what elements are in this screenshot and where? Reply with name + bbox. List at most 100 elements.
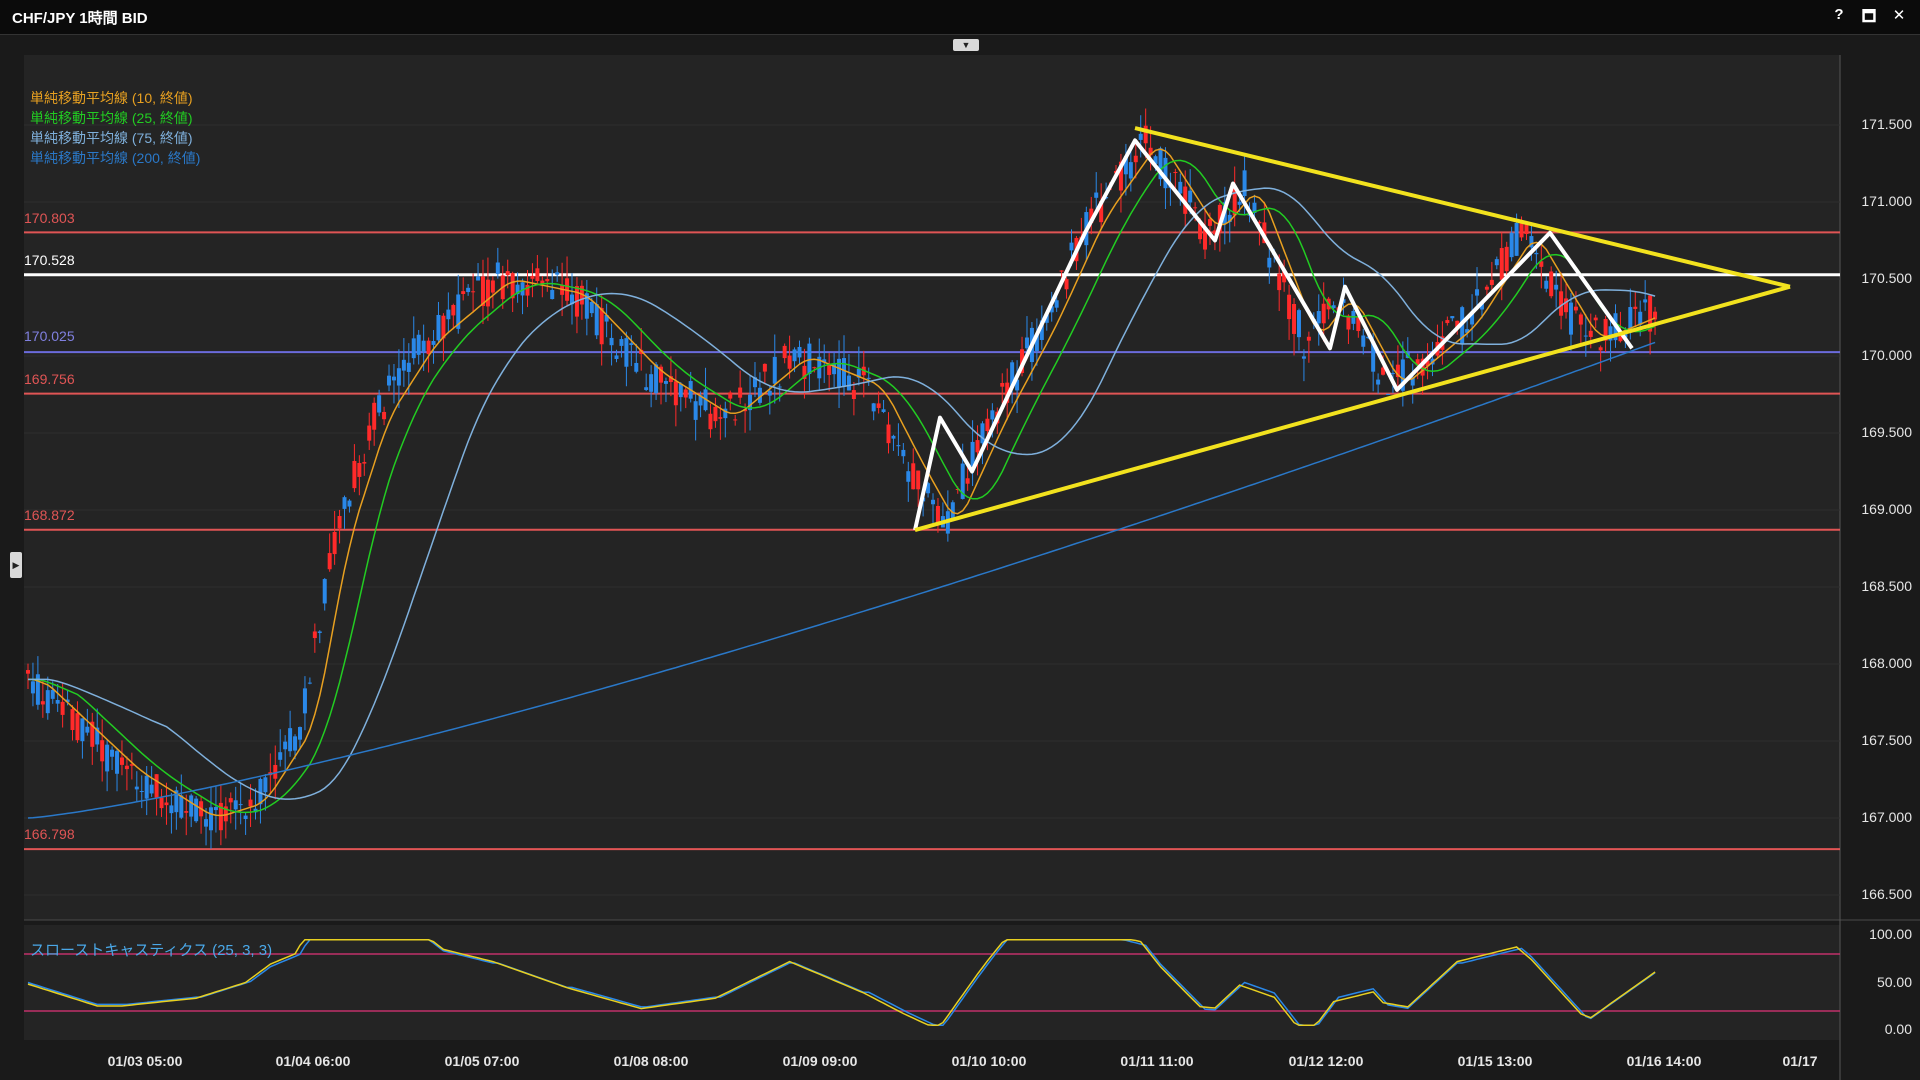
candle-body [975, 440, 980, 453]
candle-body [253, 808, 258, 813]
candle-body [30, 681, 35, 694]
candle-body [1361, 335, 1366, 347]
candle-body [1133, 155, 1138, 163]
candle-body [1583, 335, 1588, 337]
candle-body [451, 305, 456, 316]
candle-body [1455, 320, 1460, 328]
collapse-toolbar-button[interactable]: ▼ [953, 39, 979, 51]
candle-body [584, 293, 589, 319]
candle-body [154, 774, 159, 798]
candle-body [471, 291, 476, 293]
candle-body [60, 701, 65, 715]
close-icon[interactable]: ✕ [1892, 7, 1906, 24]
candle-body [980, 423, 985, 444]
candle-body [1301, 356, 1306, 359]
candle-body [589, 301, 594, 314]
candle-body [802, 365, 807, 379]
time-tick-6: 01/11 11:00 [1120, 1053, 1194, 1069]
candle-body [990, 410, 995, 420]
help-icon[interactable]: ? [1834, 6, 1844, 23]
candle-body [1559, 291, 1564, 316]
candle-body [164, 802, 169, 806]
candle-body [1277, 273, 1282, 291]
price-line-label-170528: 170.528 [24, 252, 75, 268]
zigzag-line [913, 138, 1634, 531]
candle-body [1173, 172, 1178, 174]
candle-body [525, 284, 530, 296]
stoch-tick-0: 100.00 [1869, 926, 1912, 942]
candle-body [401, 359, 406, 371]
candle-body [599, 307, 604, 345]
candle-body [1282, 270, 1287, 283]
candle-body [65, 699, 70, 703]
candle-body [1376, 379, 1381, 385]
candle-body [1415, 359, 1420, 366]
candle-body [970, 441, 975, 467]
candle-body [634, 362, 639, 372]
title-bar: CHF/JPY 1時間 BID ? 🗖 ✕ [0, 0, 1920, 35]
maximize-icon[interactable]: 🗖 [1861, 8, 1877, 25]
candle-body [1049, 306, 1054, 313]
candle-body [723, 408, 728, 419]
candle-body [387, 375, 392, 386]
candle-body [1465, 329, 1470, 333]
price-tick-3: 170.000 [1861, 347, 1912, 363]
candle-body [629, 343, 634, 346]
time-tick-4: 01/09 09:00 [782, 1053, 858, 1069]
candle-body [1069, 242, 1074, 251]
candle-body [248, 799, 253, 807]
candle-body [1484, 286, 1489, 290]
candle-body [258, 778, 263, 805]
candle-body [916, 470, 921, 490]
sma200-line [27, 341, 1656, 819]
candle-body [263, 777, 268, 793]
candle-body [75, 713, 80, 741]
candle-body [204, 819, 209, 827]
side-panel-toggle[interactable]: ▶ [10, 552, 22, 578]
legend-sma75: 単純移動平均線 (75, 終値) [30, 130, 193, 146]
candle-body [391, 376, 396, 381]
candle-body [480, 276, 485, 307]
candle-body [1089, 208, 1094, 223]
candle-body [1059, 270, 1064, 272]
candle-body [619, 339, 624, 346]
time-tick-0: 01/03 05:00 [107, 1053, 183, 1069]
candle-body [1524, 222, 1529, 235]
candle-body [752, 377, 757, 388]
candle-body [881, 409, 886, 412]
candle-body [426, 340, 431, 355]
candle-body [807, 343, 812, 374]
candle-body [411, 338, 416, 359]
candle-body [1554, 284, 1559, 290]
candle-body [1544, 280, 1549, 289]
candle-body [396, 368, 401, 386]
candle-body [728, 392, 733, 399]
candle-body [184, 811, 189, 813]
candle-body [797, 346, 802, 358]
candle-body [1450, 316, 1455, 319]
candle-body [1633, 306, 1638, 309]
price-line-label-170025: 170.025 [24, 328, 75, 344]
candle-body [228, 798, 233, 803]
candle-body [1366, 336, 1371, 339]
candle-body [1420, 358, 1425, 376]
candle-body [846, 375, 851, 391]
candle-body [377, 395, 382, 413]
candle-body [243, 815, 248, 820]
candle-body [965, 478, 970, 484]
candle-body [1479, 301, 1484, 310]
candle-body [787, 355, 792, 369]
candle-body [1371, 341, 1376, 372]
time-tick-10: 01/17 [1782, 1053, 1818, 1069]
time-tick-2: 01/05 07:00 [444, 1053, 520, 1069]
candle-body [832, 363, 837, 375]
candle-body [856, 368, 861, 378]
price-tick-9: 167.000 [1861, 809, 1912, 825]
stochastic-label: スローストキャスティクス (25, 3, 3) [30, 942, 273, 959]
candle-body [545, 279, 550, 282]
candle-body [1534, 252, 1539, 255]
time-tick-5: 01/10 10:00 [951, 1053, 1027, 1069]
candle-body [169, 805, 174, 814]
candle-body [762, 363, 767, 372]
